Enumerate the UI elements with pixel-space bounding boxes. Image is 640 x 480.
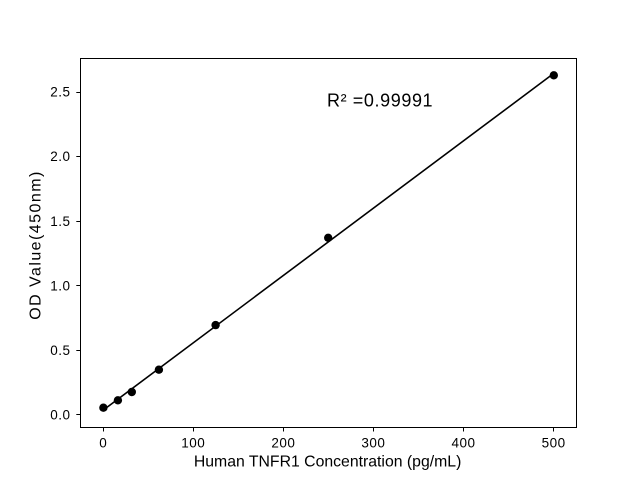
svg-text:0: 0 — [99, 436, 107, 451]
svg-text:2.0: 2.0 — [50, 149, 70, 164]
svg-text:200: 200 — [271, 436, 295, 451]
svg-text:0.0: 0.0 — [50, 407, 70, 422]
svg-text:500: 500 — [542, 436, 566, 451]
svg-text:1.0: 1.0 — [50, 278, 70, 293]
svg-text:R² =0.99991: R² =0.99991 — [327, 91, 433, 111]
svg-text:2.5: 2.5 — [50, 85, 70, 100]
svg-text:OD Value(450nm): OD Value(450nm) — [28, 170, 45, 320]
svg-text:400: 400 — [451, 436, 475, 451]
svg-text:300: 300 — [361, 436, 385, 451]
svg-text:0.5: 0.5 — [50, 343, 70, 358]
svg-text:1.5: 1.5 — [50, 214, 70, 229]
svg-text:Human TNFR1 Concentration (pg/: Human TNFR1 Concentration (pg/mL) — [194, 454, 461, 471]
svg-text:100: 100 — [181, 436, 205, 451]
